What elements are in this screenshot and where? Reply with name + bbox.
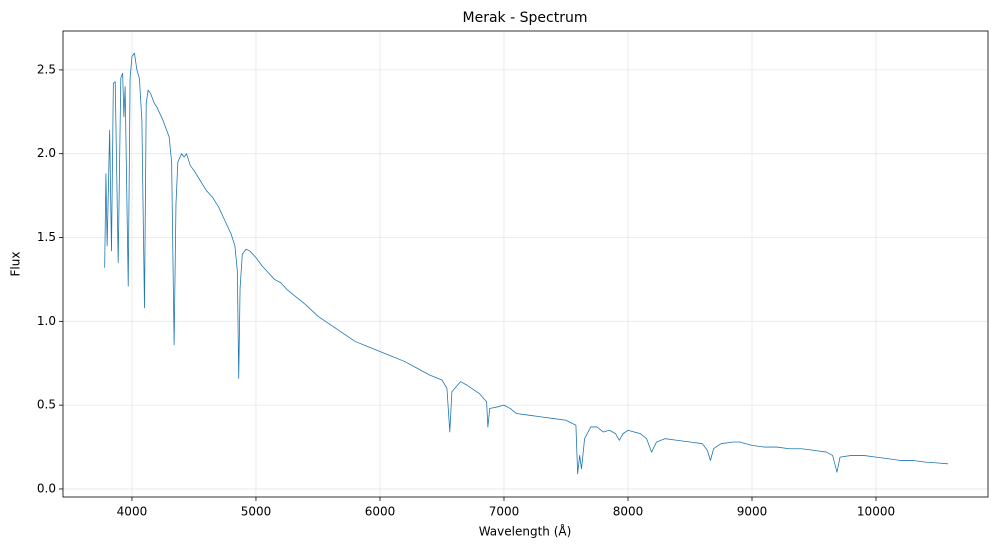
y-axis-label: Flux bbox=[9, 252, 23, 277]
x-tick-label: 8000 bbox=[613, 505, 644, 519]
plot-frame bbox=[62, 30, 989, 498]
y-tick-label: 2.0 bbox=[37, 146, 56, 160]
chart-title: Merak - Spectrum bbox=[463, 10, 588, 26]
y-tick-label: 0.0 bbox=[37, 481, 56, 495]
x-tick-label: 6000 bbox=[365, 505, 396, 519]
y-tick-label: 0.5 bbox=[37, 398, 56, 412]
y-tick-label: 1.0 bbox=[37, 314, 56, 328]
x-tick-label: 7000 bbox=[489, 505, 520, 519]
x-tick-label: 9000 bbox=[737, 505, 768, 519]
spectrum-line bbox=[104, 52, 948, 475]
y-tick-label: 2.5 bbox=[37, 62, 56, 76]
x-tick-label: 5000 bbox=[241, 505, 272, 519]
x-tick-label: 4000 bbox=[117, 505, 148, 519]
x-axis-label: Wavelength (Å) bbox=[479, 524, 572, 539]
y-tick-label: 1.5 bbox=[37, 230, 56, 244]
x-tick-label: 10000 bbox=[857, 505, 895, 519]
